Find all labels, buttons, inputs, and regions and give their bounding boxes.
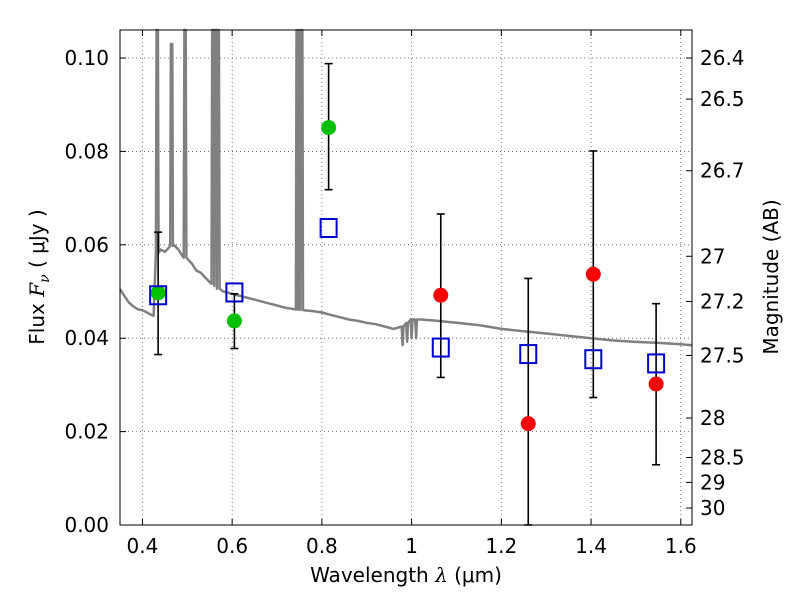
y-tick-label: 0.04	[64, 326, 109, 350]
error-bars	[154, 62, 661, 526]
axis-ticks	[120, 30, 692, 526]
right-tick-label: 26.5	[700, 87, 745, 111]
right-tick-label: 27.5	[700, 343, 745, 367]
model-flux-marker	[319, 218, 338, 238]
right-tick-label: 27.2	[700, 289, 745, 313]
model-flux-marker	[149, 285, 168, 306]
photometry-point	[150, 285, 166, 301]
x-tick-label: 1.6	[665, 534, 697, 558]
photometry-point	[433, 287, 449, 303]
photometry-point	[648, 376, 664, 392]
spectrum-path	[118, 28, 693, 347]
x-tick-label: 1	[405, 534, 418, 558]
model-flux-marker	[584, 349, 603, 370]
right-tick-label: 29	[700, 470, 725, 494]
y-tick-label: 0.00	[64, 513, 109, 537]
x-axis-title: Wavelength λ (μm)	[310, 563, 502, 587]
photometry-point	[321, 120, 337, 136]
model-flux-marker	[225, 282, 244, 303]
y-tick-label: 0.10	[64, 46, 109, 70]
x-tick-label: 0.4	[127, 534, 159, 558]
model-flux-marker	[647, 353, 666, 374]
right-axis-title: Magnitude (AB)	[759, 199, 783, 354]
plot-frame	[119, 29, 693, 526]
photometry-point	[585, 266, 601, 282]
y-axis-title: Flux Fν ( μJy )	[25, 209, 53, 344]
spectrum-line	[118, 28, 693, 347]
right-tick-label: 28.5	[700, 445, 745, 469]
data-markers	[149, 120, 666, 432]
y-tick-label: 0.08	[64, 139, 109, 163]
x-tick-label: 1.4	[575, 534, 607, 558]
photometry-point	[226, 313, 242, 329]
right-tick-label: 28	[700, 406, 725, 430]
right-tick-label: 26.7	[700, 159, 745, 183]
right-tick-label: 26.4	[700, 46, 745, 70]
model-flux-marker	[519, 344, 538, 365]
y-tick-label: 0.02	[64, 420, 109, 444]
model-flux-marker	[431, 337, 450, 358]
tick-labels: 0.4 0.6 0.8 1 1.2 1.4 1.6 0.00 0.02 0.04 0.06 0.08 0…	[64, 46, 744, 558]
right-tick-label: 30	[700, 496, 725, 520]
right-tick-label: 27	[700, 244, 725, 268]
x-tick-label: 1.2	[485, 534, 517, 558]
x-tick-label: 0.8	[306, 534, 338, 558]
y-tick-label: 0.06	[64, 233, 109, 257]
x-tick-label: 0.6	[216, 534, 248, 558]
photometry-point	[520, 416, 536, 432]
